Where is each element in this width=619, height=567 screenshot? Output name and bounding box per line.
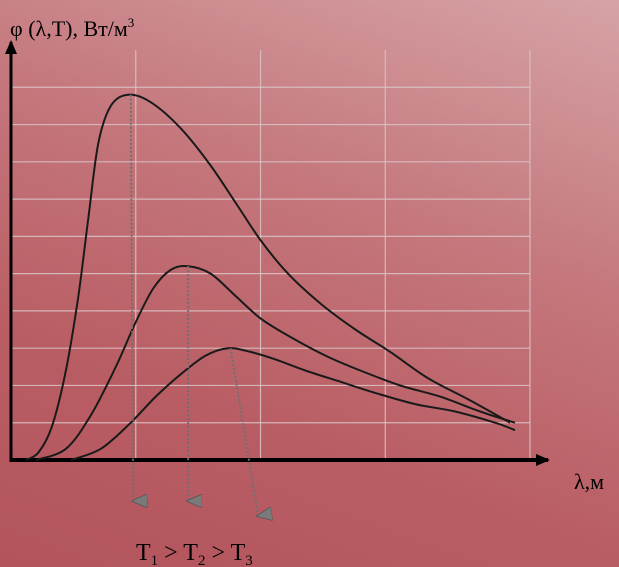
relation-operator-2: > [205,540,231,566]
y-axis-label-text: φ (λ,T), Вт/м [10,16,128,41]
y-axis-label-exponent: 3 [127,15,135,30]
temperature-symbol-2: T [183,540,198,566]
relation-operator-1: > [158,540,184,566]
temperature-subscript-2: 2 [197,553,206,567]
temperature-symbol-3: T [230,540,246,566]
grid-lines [11,50,531,460]
temperature-subscript-1: 1 [150,553,159,567]
series-line-3 [70,347,516,461]
temperature-subscript-3: 3 [245,553,253,567]
y-axis-label: φ (λ,T), Вт/м3 [10,16,134,40]
series-line-1 [25,93,511,461]
axes [4,40,550,466]
series-group [25,93,516,461]
peak-arrow-1 [129,94,133,501]
peak-arrows [129,94,258,516]
temperature-relation: T1 > T2 > T3 [136,541,253,567]
peak-arrow-3 [229,348,258,516]
series-line-2 [35,265,516,461]
temperature-symbol-1: T [136,540,151,566]
x-axis-label: λ,м [574,469,605,494]
